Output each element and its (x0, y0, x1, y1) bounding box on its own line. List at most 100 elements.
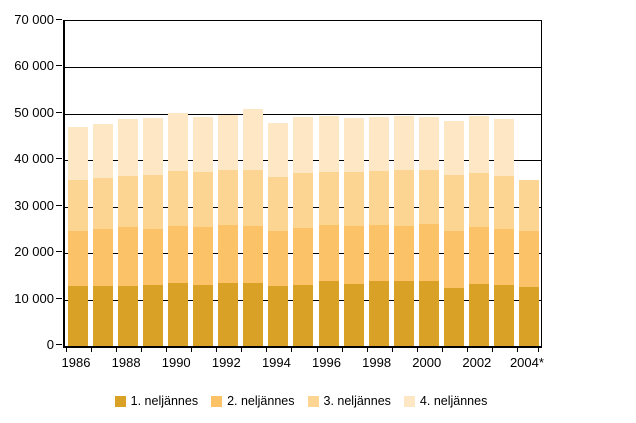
bar-segment-q2 (518, 231, 539, 288)
bar-segment-q3 (393, 170, 414, 226)
x-axis-label: 2002 (462, 355, 492, 370)
y-axis-tick (56, 19, 62, 20)
x-axis-tick (141, 347, 143, 352)
bar-segment-q3 (218, 169, 239, 226)
bar-segment-q3 (268, 177, 289, 232)
bar-segment-q4 (318, 116, 339, 172)
bar-segment-q3 (293, 173, 314, 228)
x-axis-tick (316, 347, 318, 352)
bar-segment-q2 (443, 231, 464, 288)
bar-segment-q1 (243, 282, 264, 346)
y-axis-tick (56, 204, 62, 206)
bar-segment-q1 (193, 284, 214, 346)
bar-segment-q1 (118, 286, 139, 346)
y-axis-label: 0 (46, 337, 54, 352)
bar-segment-q2 (293, 227, 314, 285)
x-axis-tick (341, 347, 343, 352)
bar-segment-q1 (368, 281, 389, 346)
bar-segment-q4 (168, 113, 189, 172)
bar-segment-q1 (518, 287, 539, 346)
x-axis-tick (91, 347, 93, 352)
x-axis-tick (266, 347, 268, 352)
y-axis-label: 40 000 (14, 151, 54, 167)
bar-segment-q4 (243, 109, 264, 170)
bar-segment-q1 (318, 281, 339, 346)
bar-segment-q3 (193, 171, 214, 228)
x-axis-label: 1988 (111, 355, 141, 370)
x-axis-tick (66, 347, 67, 352)
bar-segment-q2 (493, 229, 514, 285)
bar-segment-q2 (268, 231, 289, 287)
bar-segment-q3 (518, 179, 539, 232)
bar-segment-q2 (243, 226, 264, 283)
legend-item-q3: 3. neljännes (307, 394, 391, 408)
y-axis-label: 30 000 (14, 197, 54, 213)
x-axis-tick (441, 347, 443, 352)
bar-segment-q4 (143, 118, 164, 176)
x-axis-tick (491, 347, 493, 352)
x-axis-label: 1986 (61, 355, 91, 370)
plot-area (63, 20, 542, 348)
x-axis-tick (366, 347, 368, 352)
bar-segment-q2 (418, 224, 439, 281)
bar-segment-q2 (143, 229, 164, 285)
bar-segment-q1 (293, 284, 314, 346)
bar-segment-q2 (168, 226, 189, 283)
x-axis-label: 1994 (261, 355, 291, 370)
bar-segment-q2 (468, 227, 489, 284)
x-axis-tick (116, 347, 118, 352)
bar-segment-q1 (93, 286, 114, 346)
bar-segment-q4 (68, 127, 88, 181)
bar-segment-q2 (218, 225, 239, 283)
y-axis-tick (56, 344, 62, 345)
bar-segment-q1 (143, 284, 164, 346)
y-axis-label: 70 000 (14, 12, 54, 27)
bar-segment-q1 (343, 283, 364, 346)
x-axis-tick (516, 347, 518, 352)
bar-segment-q2 (343, 226, 364, 284)
x-axis-tick (291, 347, 293, 352)
legend-item-q2: 2. neljännes (211, 394, 295, 408)
x-axis-tick (191, 347, 193, 352)
legend-label: 2. neljännes (227, 394, 295, 408)
x-axis-label: 2004* (509, 355, 544, 370)
x-axis-label: 1992 (211, 355, 241, 370)
x-axis-label: 1990 (161, 355, 191, 370)
bar-segment-q4 (418, 116, 439, 170)
bar-segment-q4 (393, 116, 414, 171)
bar-segment-q4 (468, 116, 489, 173)
x-axis-tick (216, 347, 218, 352)
gridline (65, 67, 541, 69)
legend-swatch-icon (403, 395, 415, 407)
legend-swatch-icon (211, 395, 223, 407)
bar-segment-q4 (118, 118, 139, 177)
bar-segment-q2 (318, 225, 339, 282)
y-axis-tick (56, 297, 62, 299)
bar-segment-q4 (293, 117, 314, 174)
bar-segment-q3 (68, 180, 88, 232)
x-axis-tick (391, 347, 393, 352)
bar-segment-q3 (243, 169, 264, 227)
bar-segment-q1 (468, 283, 489, 346)
bar-segment-q3 (93, 178, 114, 230)
x-axis-label: 1996 (312, 355, 341, 370)
x-axis-label: 1998 (362, 355, 392, 370)
y-axis-label: 60 000 (14, 58, 54, 74)
bar-segment-q4 (193, 117, 214, 172)
gridline (65, 113, 541, 115)
y-axis-label: 10 000 (14, 290, 54, 306)
legend-label: 1. neljännes (130, 394, 199, 408)
y-axis-tick (56, 111, 62, 113)
y-axis-tick (56, 65, 62, 67)
bar-segment-q3 (493, 176, 514, 230)
x-axis-tick (466, 347, 468, 352)
legend-label: 3. neljännes (323, 394, 391, 408)
x-axis-tick (166, 347, 168, 352)
legend-swatch-icon (307, 395, 319, 407)
bar-segment-q3 (418, 169, 439, 225)
legend-item-q1: 1. neljännes (114, 394, 199, 408)
bar-segment-q3 (168, 171, 189, 227)
bar-segment-q4 (368, 117, 389, 172)
y-axis-tick (56, 251, 62, 253)
